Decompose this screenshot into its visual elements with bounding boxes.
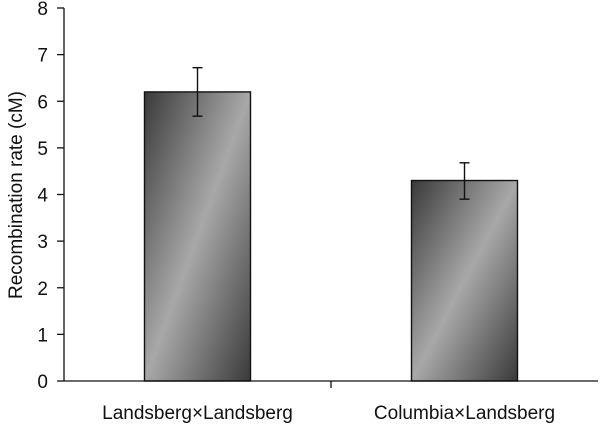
y-tick-label: 6	[37, 92, 48, 113]
y-tick-label: 1	[37, 325, 48, 346]
x-category-label: Landsberg×Landsberg	[102, 403, 293, 424]
y-tick-label: 2	[37, 279, 48, 300]
bar	[410, 179, 519, 382]
bar-series	[143, 66, 519, 382]
x-category-label: Columbia×Landsberg	[374, 403, 555, 424]
y-tick-label: 0	[37, 372, 48, 393]
y-tick-label: 8	[37, 0, 48, 20]
y-tick-label: 4	[37, 186, 48, 207]
y-axis-title: Recombination rate (cM)	[6, 91, 27, 299]
y-axis-ticks: 0 1 2 3 4 5 6 7 8	[37, 0, 64, 393]
y-tick-label: 5	[37, 139, 48, 160]
x-axis-labels: Landsberg×Landsberg Columbia×Landsberg	[102, 381, 555, 424]
bar	[143, 91, 252, 382]
y-tick-label: 3	[37, 232, 48, 253]
y-tick-label: 7	[37, 46, 48, 67]
